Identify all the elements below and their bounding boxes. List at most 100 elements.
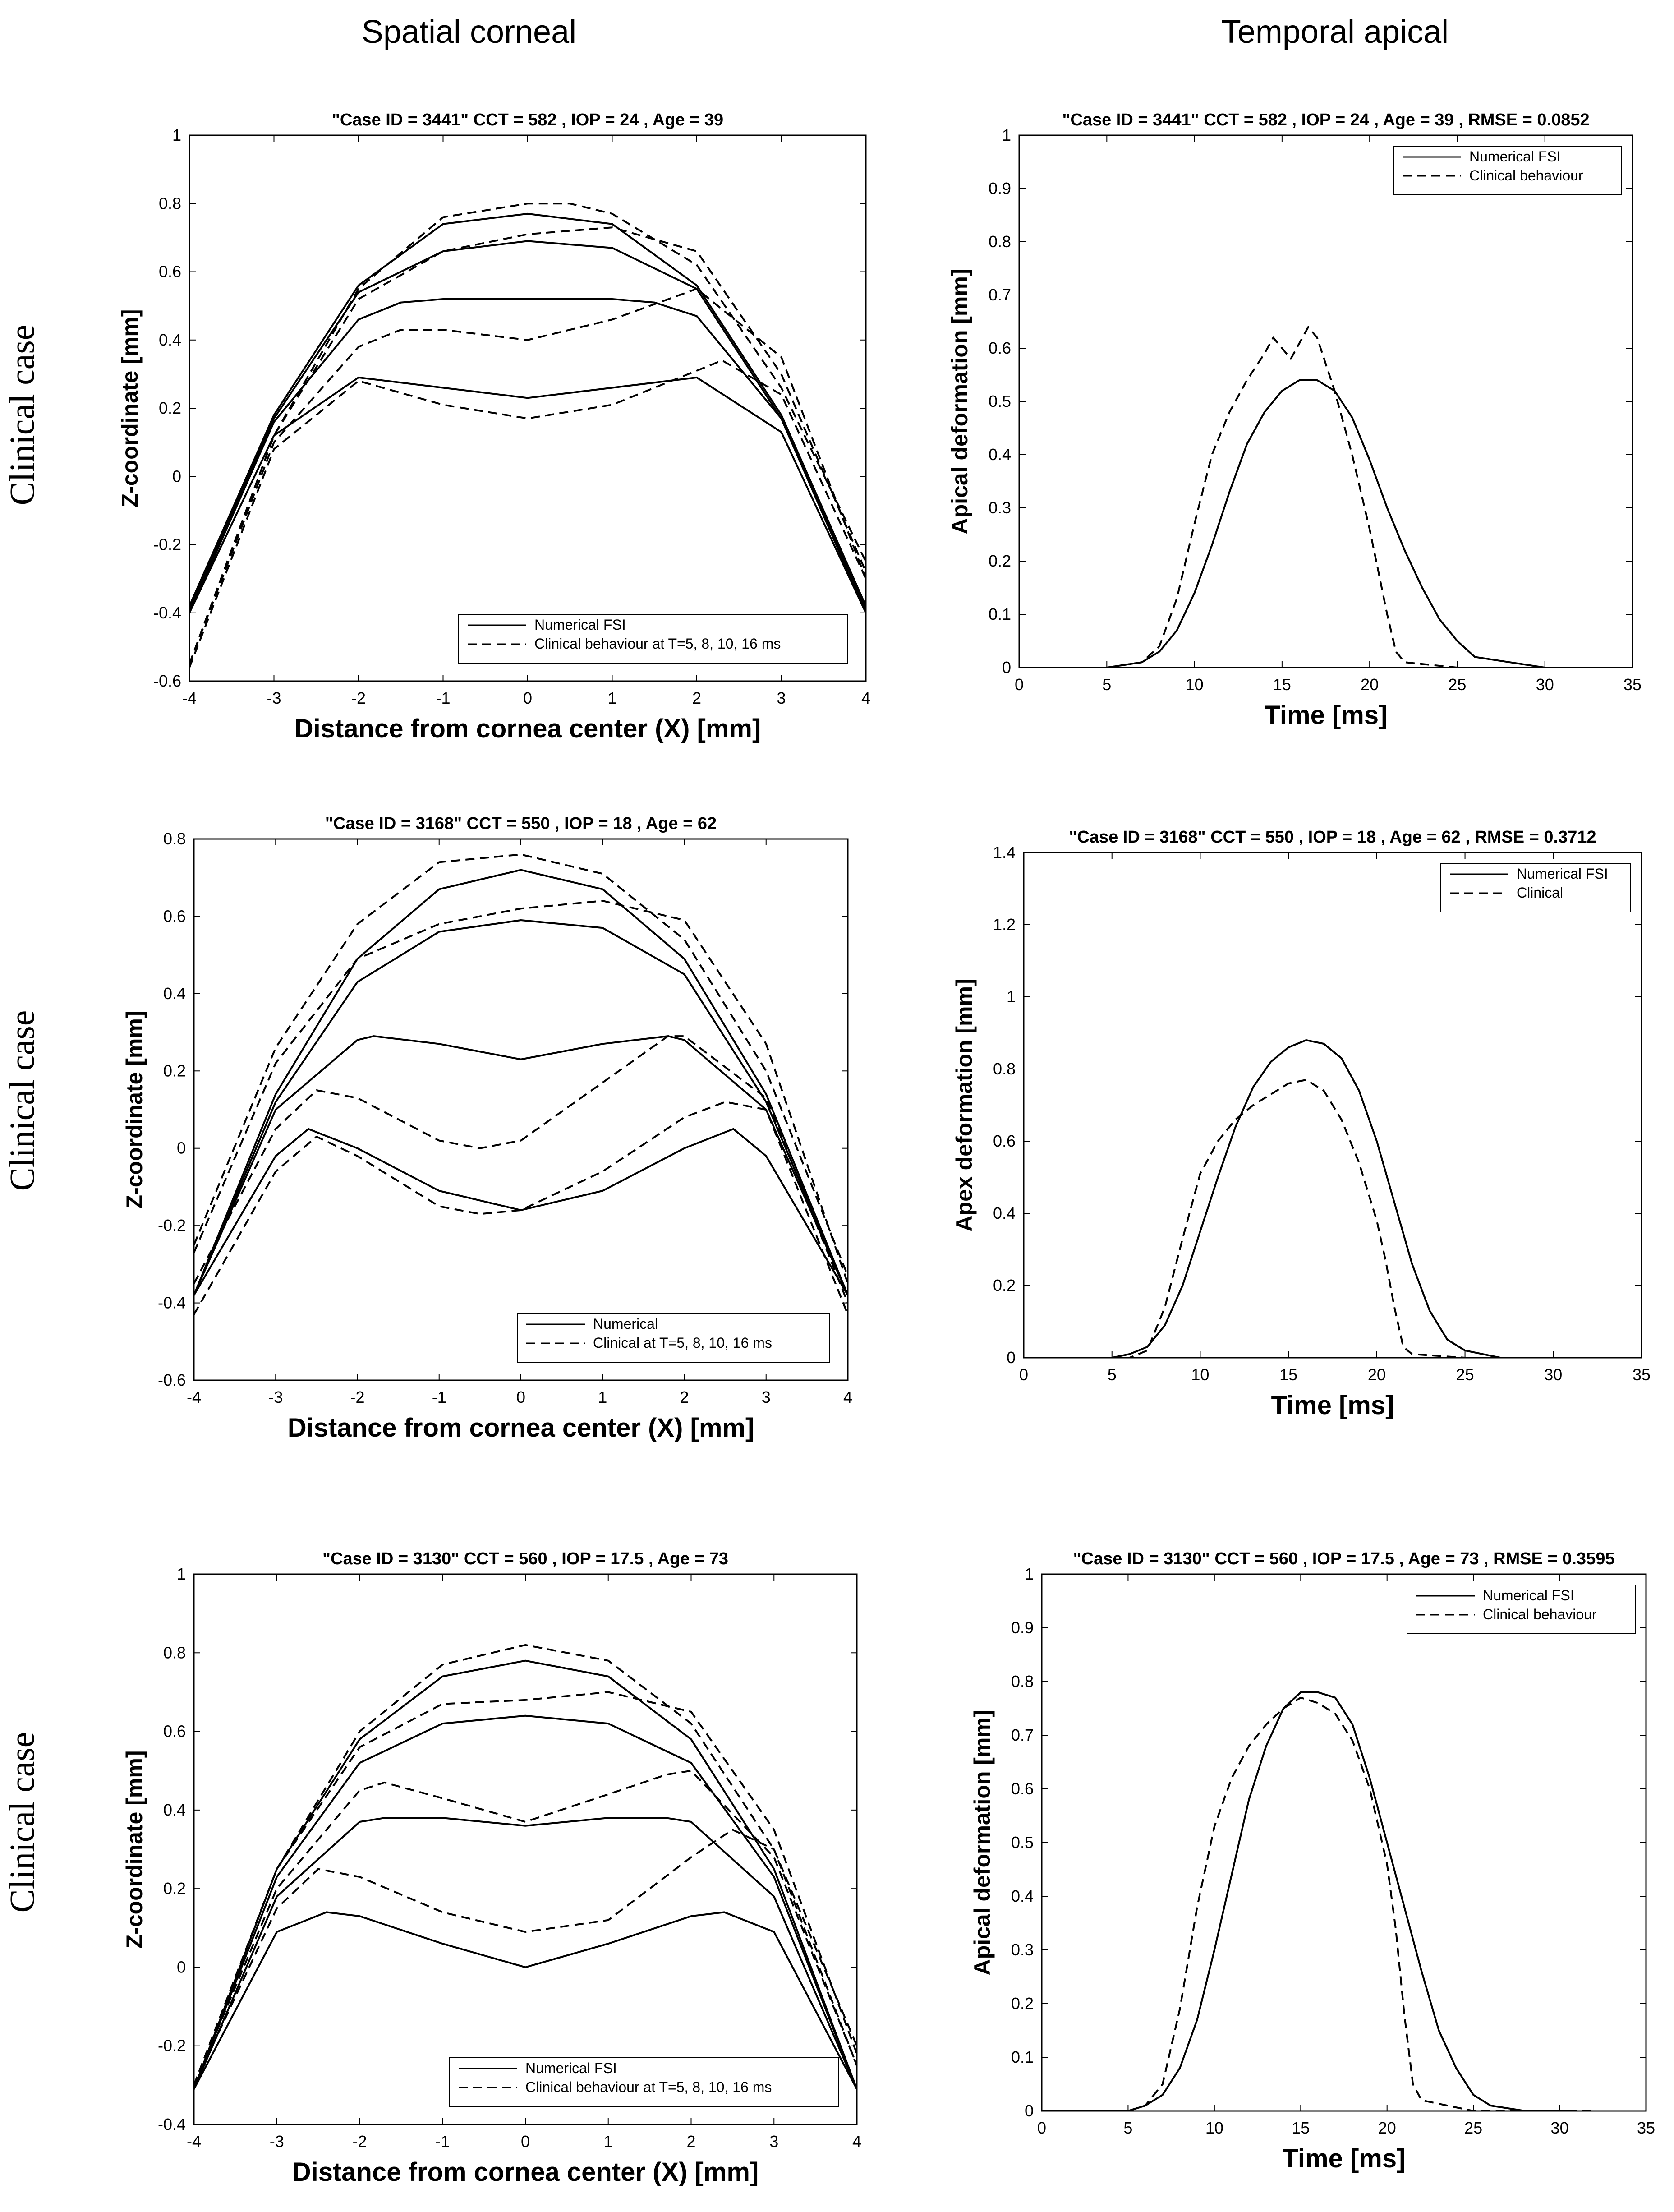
x-tick-label: -1 [436,689,450,707]
numerical-series-line [194,1128,848,1296]
plot-frame [1023,852,1642,1359]
x-tick-label: 10 [1186,675,1204,694]
plot-frame [193,1573,858,2125]
numerical-series-line [1019,379,1545,668]
x-tick-label: -3 [270,2132,284,2151]
legend-entry: Clinical behaviour at T=5, 8, 10, 16 ms [534,636,781,652]
x-tick-label: 0 [1037,2119,1046,2137]
y-tick-label: 0.8 [163,1643,186,1662]
x-tick-label: -2 [350,1388,364,1406]
y-tick-label: 0.2 [1011,1994,1034,2013]
x-tick-label: 30 [1551,2119,1569,2137]
clinical-series-line [194,1770,857,2086]
chart-title: "Case ID = 3130" CCT = 560 , IOP = 17.5 … [1073,1549,1615,1568]
chart-4: "Case ID = 3168" CCT = 550 , IOP = 18 , … [952,828,1651,1420]
x-tick-label: 3 [762,1388,771,1406]
clinical-series-line [194,853,848,1277]
x-tick-label: -4 [187,1388,201,1406]
x-tick-label: 15 [1292,2119,1310,2137]
y-tick-label: 0 [1025,2101,1034,2120]
y-tick-label: -0.2 [158,1216,186,1235]
clinical-series-line [194,1101,848,1315]
x-tick-label: 1 [607,689,616,707]
y-tick-label: -0.4 [153,604,181,622]
x-tick-label: 1 [598,1388,607,1406]
series-group [1042,1691,1595,2111]
chart-title: "Case ID = 3130" CCT = 560 , IOP = 17.5 … [322,1549,728,1568]
x-tick-label: 25 [1448,675,1466,694]
x-tick-label: 2 [680,1388,689,1406]
y-tick-label: 1.4 [993,843,1016,862]
legend: Numerical FSI Clinical behaviour at T=5, … [449,2057,839,2107]
clinical-series-line [194,1644,857,2086]
x-tick-label: 4 [852,2132,861,2151]
chart-title: "Case ID = 3441" CCT = 582 , IOP = 24 , … [332,111,723,129]
x-axis-label: Distance from cornea center (X) [mm] [288,1413,754,1442]
clinical-series-line [189,226,866,664]
x-tick-label: 0 [523,689,532,707]
numerical-series-line [1024,1039,1554,1358]
legend-box [1440,863,1631,912]
y-tick-label: 0.6 [163,907,186,925]
x-tick-label: 5 [1102,675,1111,694]
clinical-series-line [1042,1696,1595,2111]
y-axis-label: Z-coordinate [mm] [122,1011,147,1209]
column-header-temporal: Temporal apical [1221,14,1449,50]
clinical-series-line [1019,326,1580,668]
y-tick-label: 1 [1025,1565,1034,1583]
y-tick-label: -0.2 [153,535,181,554]
y-tick-label: 0.4 [1011,1887,1034,1905]
y-tick-label: 0.9 [989,179,1011,198]
plot-frame [1041,1573,1647,2112]
x-tick-label: 4 [843,1388,852,1406]
y-tick-label: 0.5 [989,392,1011,410]
x-tick-label: 4 [861,689,870,707]
chart-title: "Case ID = 3441" CCT = 582 , IOP = 24 , … [1062,111,1589,129]
y-tick-label: 1 [172,126,181,144]
legend: Numerical FSI Clinical behaviour at T=5, … [458,614,848,664]
legend-entry: Clinical at T=5, 8, 10, 16 ms [593,1335,772,1351]
x-tick-label: 0 [1019,1365,1028,1384]
x-tick-label: 3 [769,2132,778,2151]
x-axis-label: Time [ms] [1265,700,1388,730]
y-tick-label: 0.4 [989,445,1011,464]
x-tick-label: 10 [1205,2119,1223,2137]
y-tick-label: 0.4 [163,1801,186,1819]
numerical-series-line [189,298,866,613]
x-tick-label: 3 [777,689,786,707]
row-header-case-1: Clinical case [2,325,41,506]
x-tick-label: -2 [352,2132,367,2151]
x-tick-label: 20 [1361,675,1379,694]
legend-entry: Numerical FSI [525,2060,617,2076]
y-axis-label: Apex deformation [mm] [952,978,977,1231]
column-header-spatial: Spatial corneal [362,14,576,50]
y-tick-label: 0.8 [1011,1672,1034,1691]
x-tick-label: 30 [1536,675,1554,694]
y-axis-label: Apical deformation [mm] [947,269,972,535]
series-group [194,1644,857,2090]
x-tick-label: -3 [267,689,281,707]
series-group [1019,326,1580,668]
x-tick-label: 0 [521,2132,530,2151]
numerical-series-line [194,919,848,1296]
y-tick-label: 0.8 [989,232,1011,251]
plot-frame [1018,134,1633,668]
y-tick-label: -0.4 [158,2115,186,2134]
legend-box [449,2057,839,2107]
x-tick-label: 10 [1191,1365,1209,1384]
clinical-series-line [1024,1079,1571,1358]
y-tick-label: 0 [172,467,181,485]
y-tick-label: -0.2 [158,2037,186,2055]
y-tick-label: 0.6 [993,1132,1016,1150]
y-tick-label: -0.4 [158,1294,186,1312]
y-tick-label: -0.6 [158,1371,186,1389]
y-tick-label: 0.6 [159,263,181,281]
x-tick-label: 5 [1123,2119,1132,2137]
numerical-series-line [194,1817,857,2090]
y-tick-label: 0.4 [159,331,181,349]
numerical-series-line [194,869,848,1296]
x-tick-label: 15 [1279,1365,1297,1384]
y-axis-label: Apical deformation [mm] [970,1710,995,1976]
x-axis-label: Distance from cornea center (X) [mm] [292,2157,759,2187]
